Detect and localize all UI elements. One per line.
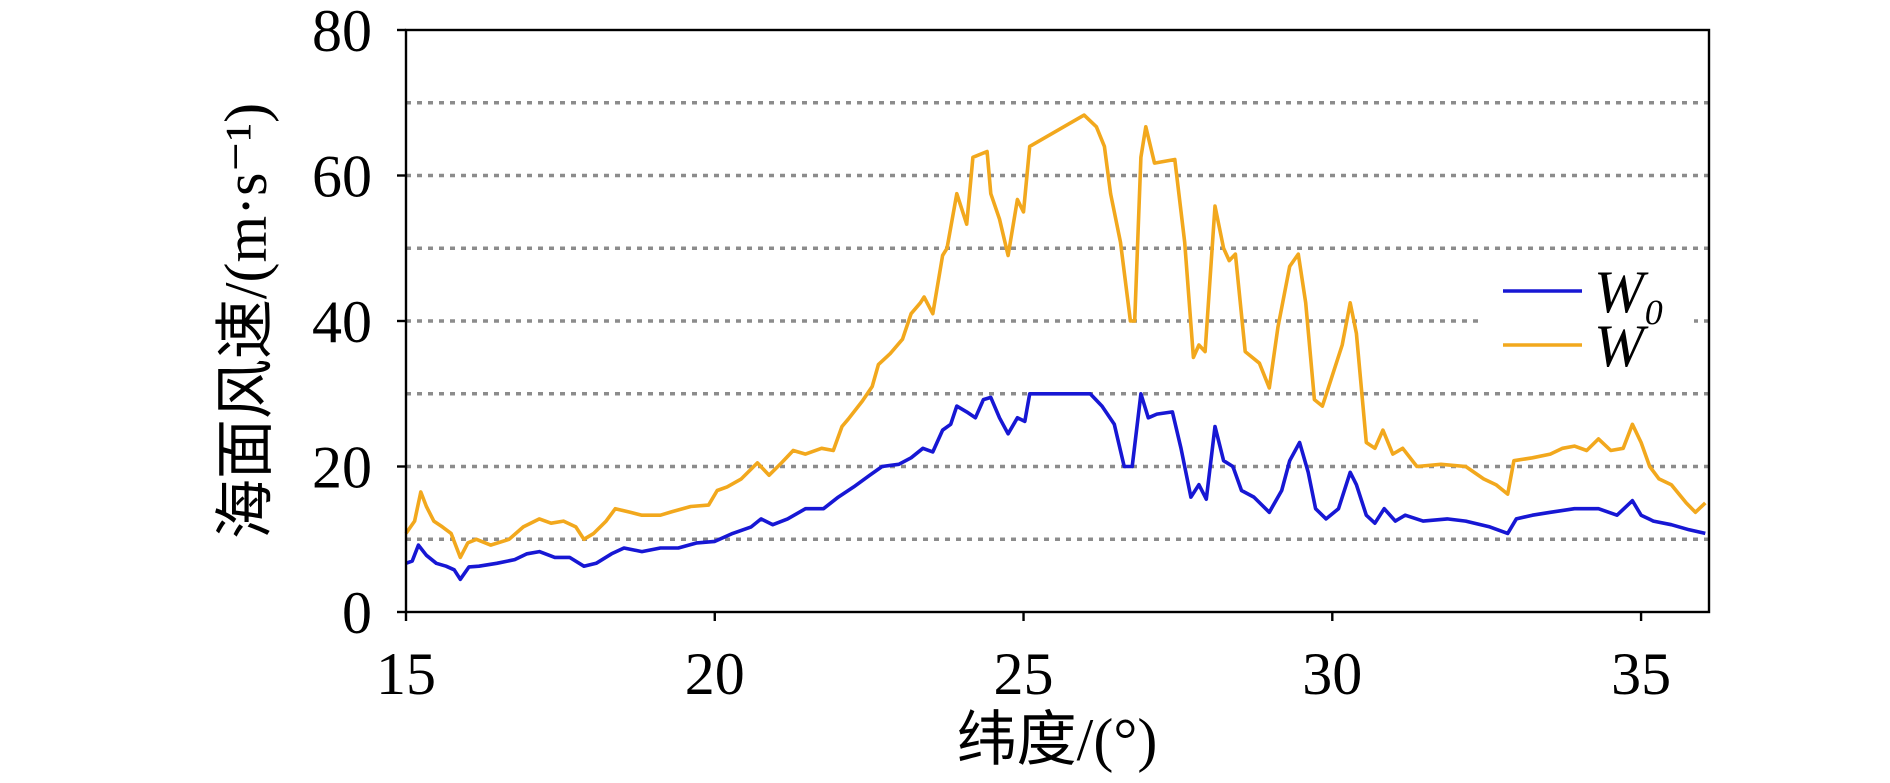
series-lines <box>404 113 1707 582</box>
legend-label-1: W₀ <box>1594 259 1665 325</box>
x-tick-label-25: 25 <box>994 641 1054 707</box>
y-axis-label: 海面风速/(m·s⁻¹) <box>213 103 279 539</box>
y-tick-label-0: 0 <box>342 580 372 646</box>
x-tick-label-30: 30 <box>1302 641 1362 707</box>
y-tick-label-80: 80 <box>312 0 372 64</box>
series-line-2 <box>404 113 1707 560</box>
x-tick-label-15: 15 <box>376 641 436 707</box>
legend-items: W₀W <box>1503 259 1665 379</box>
x-axis-label: 纬度/(°) <box>957 707 1158 773</box>
y-tick-label-20: 20 <box>312 435 372 501</box>
axis-ticks <box>397 28 1643 621</box>
x-tick-label-35: 35 <box>1611 641 1671 707</box>
series-line-1 <box>405 392 1706 582</box>
legend: W₀W <box>1482 255 1694 385</box>
x-tick-label-20: 20 <box>685 641 745 707</box>
legend-background <box>1482 255 1694 385</box>
x-tick-labels: 15 20 25 30 35 <box>376 641 1671 707</box>
y-tick-label-40: 40 <box>312 289 372 355</box>
legend-label-2: W <box>1594 313 1649 379</box>
y-tick-label-60: 60 <box>312 144 372 210</box>
y-tick-labels: 0 20 40 60 80 <box>312 0 372 646</box>
